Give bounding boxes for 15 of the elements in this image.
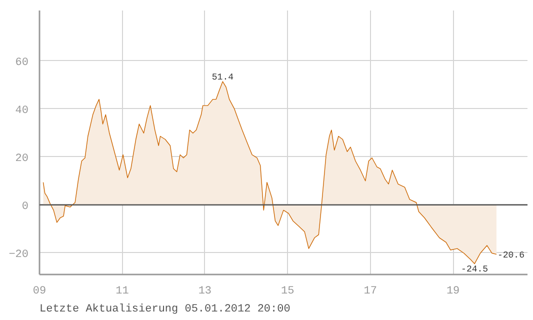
x-tick-label: 09: [32, 286, 46, 298]
x-tick-label: 19: [446, 286, 460, 298]
text: Letzte Aktualisierung 05.01.2012 20:00: [40, 304, 290, 316]
annotation: -20.6: [497, 250, 524, 260]
x-tick-label: 17: [364, 286, 377, 298]
y-tick-label: 20: [15, 152, 28, 165]
x-tick-label: 11: [116, 286, 130, 298]
y-tick-label: 0: [22, 200, 29, 213]
annotation: -24.5: [461, 264, 488, 275]
annotation: 51.4: [212, 72, 234, 83]
y-tick-label: −20: [8, 248, 29, 261]
y-tick-label: 60: [15, 56, 28, 69]
y-tick-label: 40: [15, 104, 28, 117]
x-tick-label: 13: [198, 286, 212, 298]
x-tick-label: 15: [281, 286, 294, 298]
